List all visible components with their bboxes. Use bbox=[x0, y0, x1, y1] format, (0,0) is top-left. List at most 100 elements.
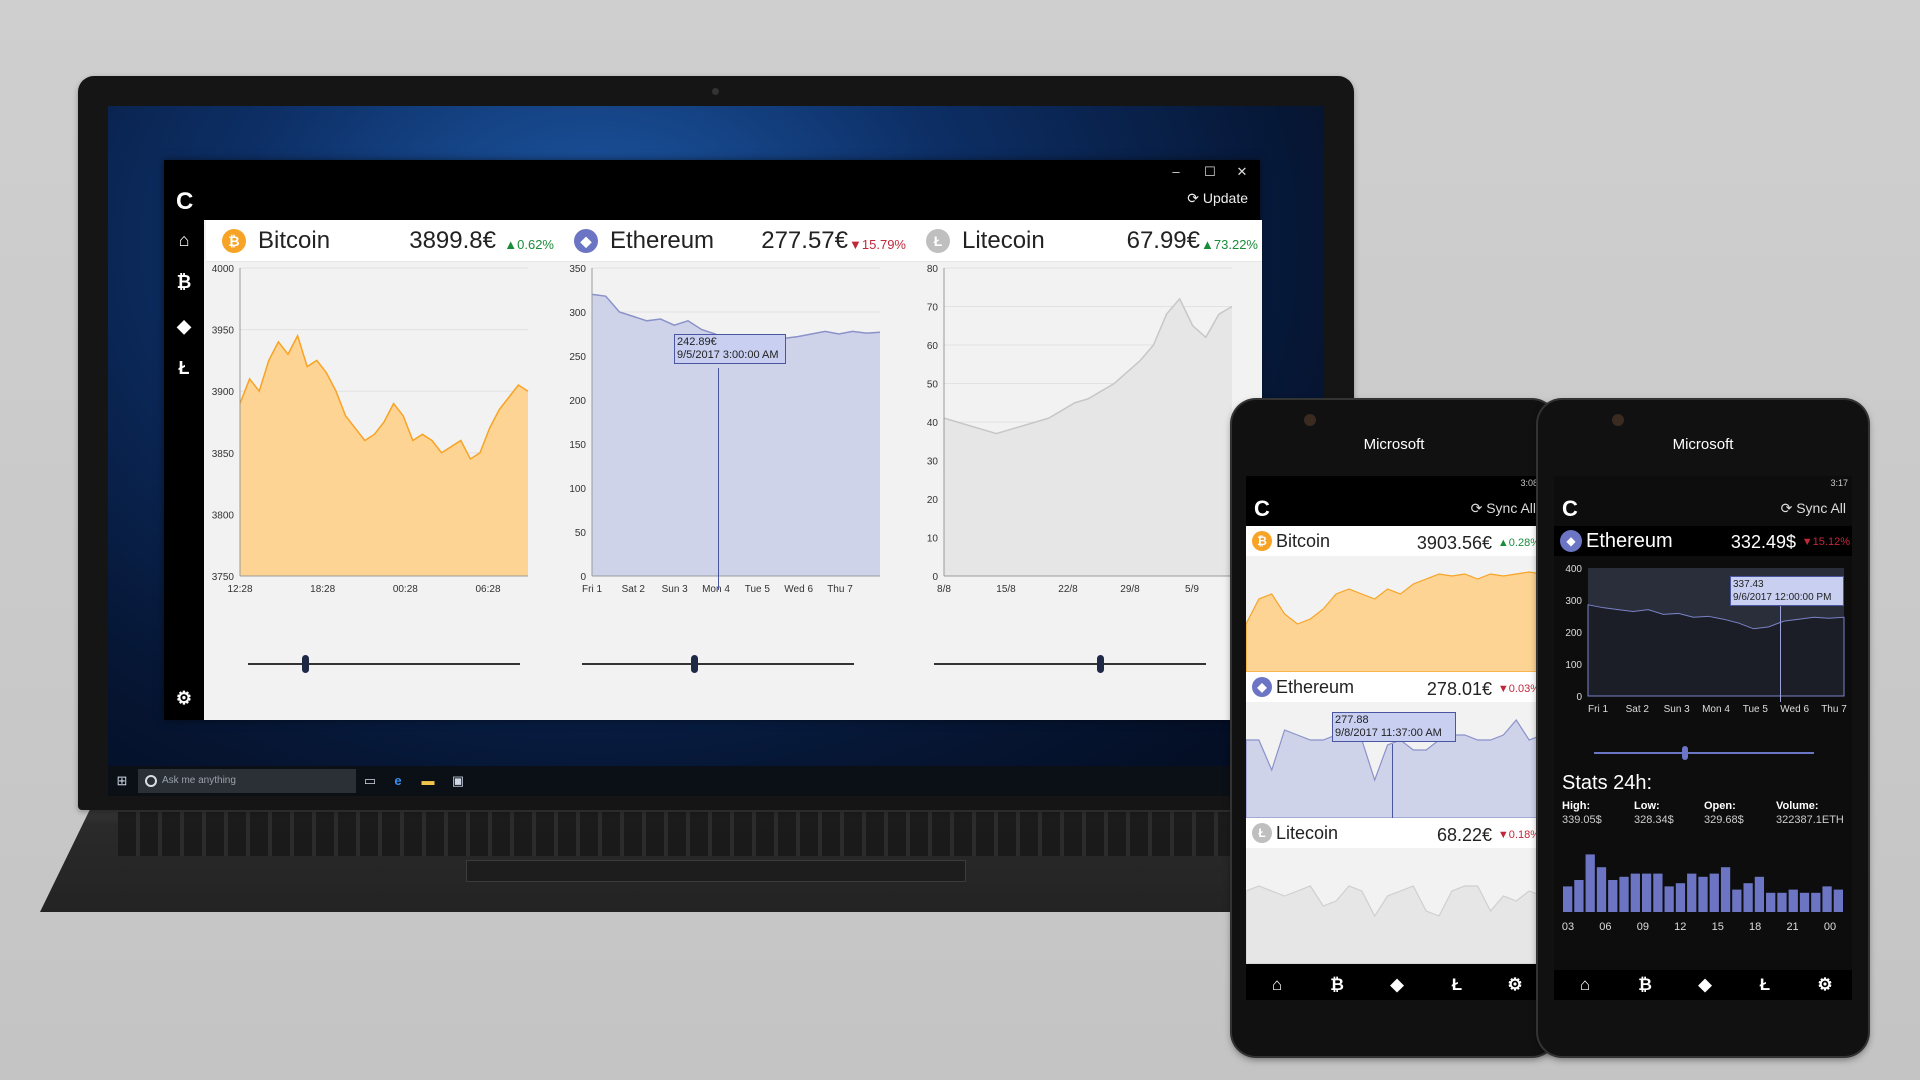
explorer-icon[interactable]: ▬ bbox=[421, 773, 435, 788]
sync-all-button[interactable]: ⟳ Sync All bbox=[1780, 500, 1846, 516]
area-fill bbox=[1246, 885, 1542, 964]
x-tick-label: 03 bbox=[1562, 921, 1574, 933]
home-icon[interactable]: ⌂ bbox=[1579, 975, 1591, 994]
litecoin-panel: Ł Litecoin 67.99€ ▲73.22% 80 70 60 50 40 30 20… bbox=[910, 220, 1262, 720]
home-icon[interactable]: ⌂ bbox=[178, 230, 190, 250]
x-tick-label: Tue 5 bbox=[1743, 704, 1769, 715]
y-tick-label: 3850 bbox=[212, 449, 235, 460]
tooltip-value: 242.89€ bbox=[677, 336, 717, 348]
bitcoin-icon[interactable]: ₿ bbox=[176, 272, 192, 292]
x-tick-label: Fri 1 bbox=[1588, 704, 1608, 715]
bottom-nav: ⌂ ₿ ◆ Ł ⚙ bbox=[1246, 970, 1542, 1000]
y-tick-label: 200 bbox=[569, 396, 586, 407]
volume-bar bbox=[1664, 886, 1674, 912]
coin-name: Bitcoin bbox=[1276, 531, 1331, 551]
sync-all-button[interactable]: ⟳ Sync All bbox=[1470, 500, 1536, 516]
tooltip-crosshair bbox=[1780, 606, 1781, 702]
taskbar-search-box[interactable]: Ask me anything bbox=[138, 769, 356, 793]
y-tick-label: 400 bbox=[1565, 564, 1582, 575]
y-tick-label: 10 bbox=[927, 534, 939, 545]
litecoin-range-slider[interactable] bbox=[934, 663, 1206, 665]
x-tick-label: 22/8 bbox=[1058, 584, 1078, 595]
litecoin-chart[interactable]: 80 70 60 50 40 30 20 10 08/8 15/8 22/8 29/8 5/9 bbox=[910, 262, 1262, 662]
home-icon[interactable]: ⌂ bbox=[1271, 975, 1283, 994]
ethereum-tooltip: 242.89€ 9/5/2017 3:00:00 AM bbox=[674, 334, 786, 364]
bitcoin-range-slider[interactable] bbox=[248, 663, 520, 665]
x-tick-label: Sat 2 bbox=[1626, 704, 1650, 715]
ethereum-icon[interactable]: ◆ bbox=[177, 316, 191, 336]
x-tick-label: 09 bbox=[1637, 921, 1649, 933]
area-fill bbox=[944, 298, 1232, 576]
x-tick-label: Sat 2 bbox=[622, 584, 646, 595]
maximize-button[interactable]: ☐ bbox=[1204, 164, 1216, 179]
y-tick-label: 250 bbox=[569, 352, 586, 363]
slider-thumb[interactable] bbox=[1682, 746, 1688, 760]
ethereum-row[interactable]: ◆ Ethereum 278.01€ ▼0.03% bbox=[1246, 672, 1542, 702]
litecoin-icon[interactable]: Ł bbox=[1759, 975, 1771, 994]
edge-icon[interactable]: e bbox=[394, 773, 402, 788]
range-slider[interactable] bbox=[1594, 752, 1814, 754]
y-tick-label: 3800 bbox=[212, 510, 235, 521]
volume-bar bbox=[1720, 867, 1731, 912]
litecoin-row[interactable]: Ł Litecoin 68.22€ ▼0.18% bbox=[1246, 818, 1542, 848]
y-tick-label: 0 bbox=[580, 572, 586, 583]
windows-icon[interactable]: ⊞ bbox=[116, 773, 128, 788]
bitcoin-coin-icon: ₿ bbox=[222, 229, 246, 253]
coin-price: 3903.56€ bbox=[1416, 533, 1492, 553]
y-tick-label: 80 bbox=[927, 264, 939, 275]
settings-icon[interactable]: ⚙ bbox=[1507, 975, 1523, 994]
litecoin-header: Ł Litecoin 67.99€ ▲73.22% bbox=[910, 220, 1262, 262]
volume-bar bbox=[1732, 889, 1742, 912]
coin-name: Ethereum bbox=[1276, 677, 1355, 697]
area-fill bbox=[1587, 604, 1845, 697]
taskbar-search-placeholder: Ask me anything bbox=[162, 775, 236, 786]
x-tick-label: Thu 7 bbox=[827, 584, 853, 595]
update-button[interactable]: ⟳ Update bbox=[1187, 190, 1248, 206]
bitcoin-mini-chart[interactable] bbox=[1246, 556, 1542, 672]
stat-high-label: High: bbox=[1562, 800, 1591, 812]
stat-open-value: 329.68$ bbox=[1704, 814, 1744, 826]
litecoin-icon[interactable]: Ł bbox=[178, 358, 190, 378]
app-sidebar: ⌂ ₿ ◆ Ł ⚙ bbox=[164, 220, 204, 720]
phone-camera bbox=[1304, 414, 1316, 426]
area-fill bbox=[592, 294, 880, 576]
minimize-button[interactable]: – bbox=[1172, 164, 1180, 179]
store-icon[interactable]: ▣ bbox=[451, 773, 465, 788]
x-tick-label: 15 bbox=[1712, 921, 1724, 933]
settings-icon[interactable]: ⚙ bbox=[175, 688, 193, 708]
coin-change: ▲0.62% bbox=[504, 237, 554, 252]
slider-thumb[interactable] bbox=[302, 655, 310, 673]
y-tick-label: 60 bbox=[927, 341, 939, 352]
bitcoin-row[interactable]: ₿ Bitcoin 3903.56€ ▲0.28% bbox=[1246, 526, 1542, 556]
task-view-icon[interactable]: ▭ bbox=[363, 773, 377, 788]
coin-price: 67.99€ bbox=[1126, 227, 1200, 254]
volume-bar-chart[interactable]: 03 06 09 12 15 18 21 00 bbox=[1554, 836, 1852, 940]
litecoin-icon[interactable]: Ł bbox=[1451, 975, 1463, 994]
ethereum-icon[interactable]: ◆ bbox=[1698, 975, 1712, 994]
coin-change: ▲0.28% bbox=[1497, 537, 1540, 549]
litecoin-coin-icon: Ł bbox=[1252, 823, 1272, 843]
app-logo: C bbox=[1254, 496, 1270, 521]
x-tick-label: 21 bbox=[1786, 921, 1798, 933]
stats-title: Stats 24h: bbox=[1562, 772, 1653, 794]
coin-price: 277.57€ bbox=[761, 227, 848, 254]
slider-thumb[interactable] bbox=[690, 655, 698, 673]
litecoin-mini-chart[interactable] bbox=[1246, 848, 1542, 964]
x-tick-label: 06:28 bbox=[475, 584, 500, 595]
x-tick-label: Sun 3 bbox=[1664, 704, 1691, 715]
ethereum-tooltip: 337.43 9/6/2017 12:00:00 PM bbox=[1730, 576, 1844, 606]
close-button[interactable]: ✕ bbox=[1236, 164, 1248, 179]
bitcoin-icon[interactable]: ₿ bbox=[1330, 975, 1344, 994]
stat-low-value: 328.34$ bbox=[1634, 814, 1674, 826]
ethereum-range-slider[interactable] bbox=[582, 663, 854, 665]
bitcoin-icon[interactable]: ₿ bbox=[1638, 975, 1652, 994]
settings-icon[interactable]: ⚙ bbox=[1817, 975, 1833, 994]
stat-high-value: 339.05$ bbox=[1562, 814, 1602, 826]
coin-change: ▼15.79% bbox=[849, 237, 906, 252]
ethereum-icon[interactable]: ◆ bbox=[1390, 975, 1404, 994]
bitcoin-coin-icon: ₿ bbox=[1252, 531, 1272, 551]
x-tick-label: 15/8 bbox=[996, 584, 1016, 595]
slider-thumb[interactable] bbox=[1097, 655, 1105, 673]
